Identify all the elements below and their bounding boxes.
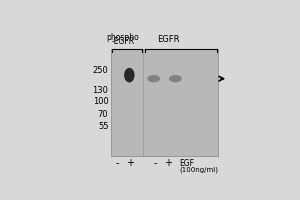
Text: EGF: EGF: [179, 159, 194, 168]
Text: (100ng/ml): (100ng/ml): [179, 167, 218, 173]
Bar: [111, 49, 218, 156]
Text: phospho: phospho: [107, 33, 140, 42]
Ellipse shape: [169, 75, 182, 82]
Text: 130: 130: [92, 86, 108, 95]
Text: -: -: [153, 158, 157, 168]
Ellipse shape: [147, 75, 160, 82]
Text: -EGFR: -EGFR: [112, 37, 135, 46]
Text: 100: 100: [93, 97, 108, 106]
Text: 70: 70: [98, 110, 108, 119]
Text: +: +: [127, 158, 134, 168]
Text: -: -: [116, 158, 119, 168]
Text: EGFR: EGFR: [158, 35, 180, 44]
Ellipse shape: [124, 68, 135, 82]
Text: +: +: [164, 158, 172, 168]
Text: 250: 250: [93, 66, 108, 75]
Text: 55: 55: [98, 122, 108, 131]
